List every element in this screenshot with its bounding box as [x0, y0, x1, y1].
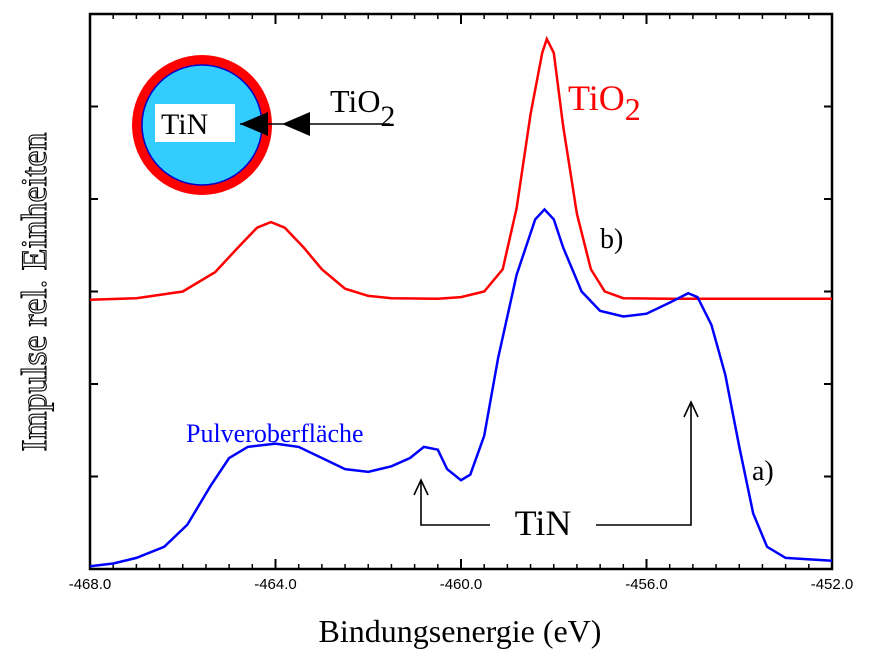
series-pulveroberflaeche-line [89, 207, 833, 568]
tin-arrow-right [596, 402, 692, 526]
tio2-series-label: TiO2 [568, 78, 641, 127]
series-tio2-line [89, 35, 832, 302]
x-ticks: -468.0 -464.0 -460.0 -456.0 -452.0 [69, 14, 854, 593]
core-label-box [155, 104, 235, 142]
x-tick-label: -464.0 [254, 576, 297, 593]
shell-label: TiO2 [330, 83, 395, 133]
x-tick-label: -460.0 [440, 576, 483, 593]
tin-arrowhead-left [413, 478, 429, 496]
tio2-series-label-sub: 2 [625, 91, 641, 127]
core-label: TiN [161, 108, 208, 141]
curve-label-b: b) [600, 224, 623, 255]
inset-arrowhead-shell [282, 112, 310, 136]
tio2-series-label-main: TiO [568, 78, 625, 118]
x-axis-label: Bindungsenergie (eV) [319, 613, 602, 649]
tin-arrow-left [420, 480, 490, 526]
x-tick-label: -468.0 [69, 576, 112, 593]
shell-label-main: TiO [330, 83, 380, 119]
y-ticks [90, 105, 832, 478]
tin-annotation [413, 400, 699, 526]
curve-label-a: a) [752, 456, 774, 487]
pulveroberflaeche-label: Pulveroberfläche [186, 419, 364, 448]
shell-label-sub: 2 [380, 100, 395, 133]
core-shell-inset: TiN TiO2 [132, 55, 395, 195]
y-axis-label: Impulse rel. Einheiten [14, 133, 54, 452]
tin-annotation-label: TiN [515, 503, 572, 543]
x-tick-label: -452.0 [811, 576, 854, 593]
tin-arrowhead-right [683, 400, 699, 418]
x-tick-label: -456.0 [625, 576, 668, 593]
inset-arrowhead-core [240, 112, 268, 136]
